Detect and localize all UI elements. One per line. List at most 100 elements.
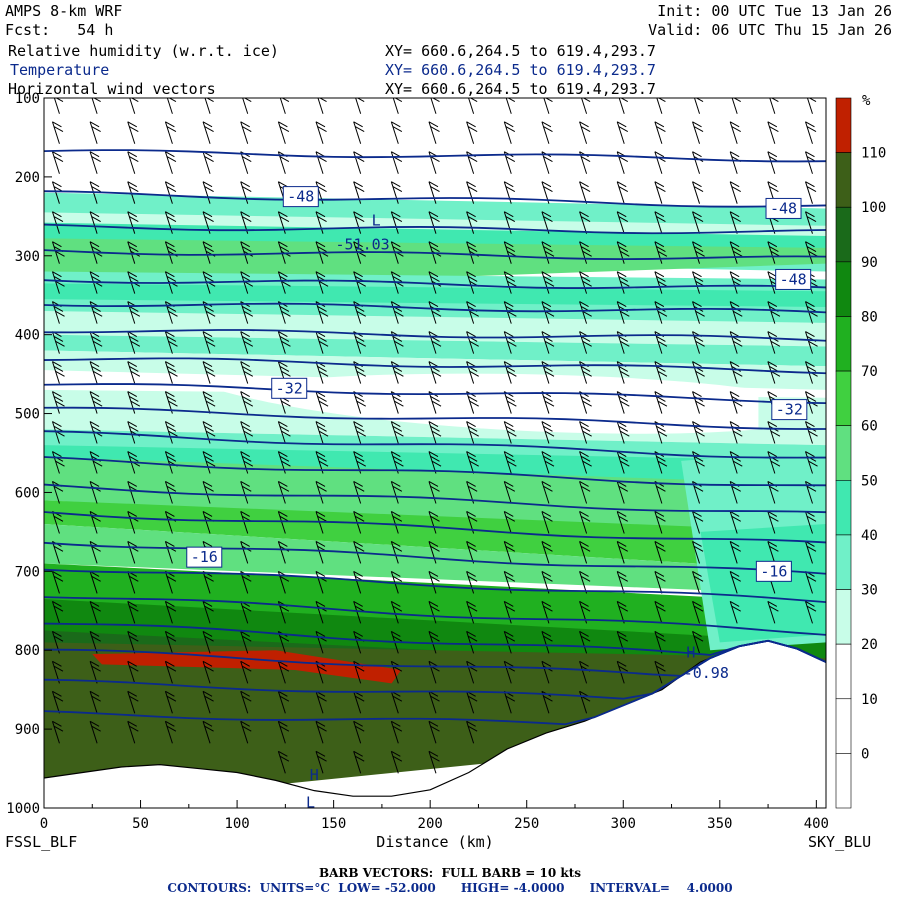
- wind-barb: [164, 121, 177, 144]
- wind-barb: [428, 121, 440, 144]
- wind-barb: [692, 151, 704, 174]
- wind-barb: [277, 660, 290, 684]
- wind-barb: [127, 690, 139, 714]
- wind-barb: [353, 271, 366, 294]
- wind-barb: [729, 241, 743, 264]
- temperature-contour: [44, 639, 826, 726]
- wind-barb: [466, 121, 478, 144]
- right-endpoint-label: SKY_BLU: [808, 833, 871, 851]
- wind-barb: [616, 451, 630, 474]
- wind-barb: [729, 331, 743, 354]
- wind-barb: [127, 660, 139, 684]
- wind-barb: [654, 241, 668, 264]
- wind-barb: [89, 720, 101, 744]
- wind-barb: [202, 361, 216, 384]
- wind-barb: [503, 331, 517, 354]
- wind-barb: [390, 511, 403, 534]
- wind-barb: [127, 720, 139, 744]
- field-xy-temperature: XY= 660.6,264.5 to 619.4,293.7: [385, 61, 656, 79]
- humidity-band: [44, 563, 826, 651]
- wind-barb: [692, 121, 704, 144]
- wind-barb: [428, 541, 440, 564]
- colorbar-label: 0: [861, 746, 869, 762]
- wind-barb: [428, 570, 440, 594]
- colorbar-segment: [835, 753, 852, 809]
- contour-label: -32: [776, 401, 803, 419]
- wind-barb: [428, 630, 440, 654]
- x-tick-label: 300: [611, 816, 636, 832]
- wind-barb: [656, 98, 666, 114]
- wind-barb: [579, 630, 591, 654]
- y-tick-label: 400: [15, 328, 40, 344]
- wind-barb: [541, 331, 555, 354]
- x-tick-label: 400: [804, 816, 829, 832]
- wind-barb: [240, 690, 252, 714]
- wind-barb: [277, 690, 290, 714]
- y-tick-label: 600: [15, 485, 40, 501]
- wind-barb: [390, 151, 403, 174]
- colorbar: 0 10 20 30 40 50 60 70 80 90 100 110: [835, 97, 886, 809]
- wind-barb: [51, 570, 64, 594]
- y-tick-label: 300: [15, 249, 40, 265]
- wind-barb: [729, 600, 741, 624]
- wind-barb: [240, 421, 254, 444]
- wind-barb: [767, 541, 779, 564]
- wind-barb: [654, 181, 666, 204]
- wind-barb: [692, 211, 704, 234]
- colorbar-label: 90: [861, 255, 878, 271]
- wind-barb: [503, 211, 516, 234]
- y-tick-label: 800: [15, 643, 40, 659]
- wind-barb: [392, 98, 403, 114]
- wind-barb: [503, 421, 517, 444]
- wind-barb: [729, 511, 741, 534]
- wind-barb: [616, 151, 629, 174]
- x-tick-label: 200: [418, 816, 443, 832]
- wind-barb: [616, 541, 629, 564]
- wind-barb: [89, 600, 101, 624]
- wind-barb: [805, 600, 817, 624]
- wind-barb: [581, 98, 591, 114]
- wind-barb: [503, 271, 517, 294]
- colorbar-segment: [835, 97, 852, 153]
- wind-barb: [503, 181, 516, 204]
- wind-barb: [692, 570, 704, 594]
- wind-barb: [692, 541, 704, 564]
- wind-barb: [729, 570, 741, 594]
- wind-barb: [767, 241, 781, 264]
- wind-barb: [240, 391, 254, 414]
- wind-barb: [654, 570, 666, 594]
- wind-barb: [202, 451, 216, 474]
- temperature-contour: [44, 190, 826, 208]
- wind-barb: [579, 301, 592, 324]
- wind-barb: [89, 151, 101, 174]
- wind-barb: [202, 391, 216, 414]
- wind-barb: [692, 600, 704, 624]
- wind-barb: [202, 630, 214, 654]
- wind-barb: [579, 511, 591, 534]
- wind-barb: [541, 481, 553, 504]
- wind-barb: [579, 181, 591, 204]
- y-tick-label: 500: [15, 407, 40, 423]
- wind-barb: [164, 660, 177, 684]
- wind-barb: [767, 151, 779, 174]
- wind-barb: [731, 98, 741, 114]
- colorbar-segment: [835, 261, 852, 317]
- wind-barb: [541, 421, 555, 444]
- wind-barb: [428, 151, 440, 174]
- wind-barb: [541, 630, 553, 654]
- wind-barb: [428, 181, 440, 204]
- wind-barb: [164, 451, 178, 474]
- extremum-marker: L: [372, 211, 381, 229]
- wind-barb: [390, 421, 404, 444]
- wind-barb: [579, 570, 591, 594]
- wind-barb: [468, 98, 478, 114]
- x-tick-label: 0: [40, 816, 48, 832]
- wind-barb: [543, 98, 553, 114]
- humidity-band: [44, 500, 826, 572]
- wind-barb: [164, 720, 177, 744]
- wind-barb: [729, 121, 741, 144]
- humidity-band: [700, 524, 826, 643]
- contour-label-box: [271, 377, 308, 399]
- contour-label: -48: [287, 188, 314, 206]
- wind-barb: [729, 151, 741, 174]
